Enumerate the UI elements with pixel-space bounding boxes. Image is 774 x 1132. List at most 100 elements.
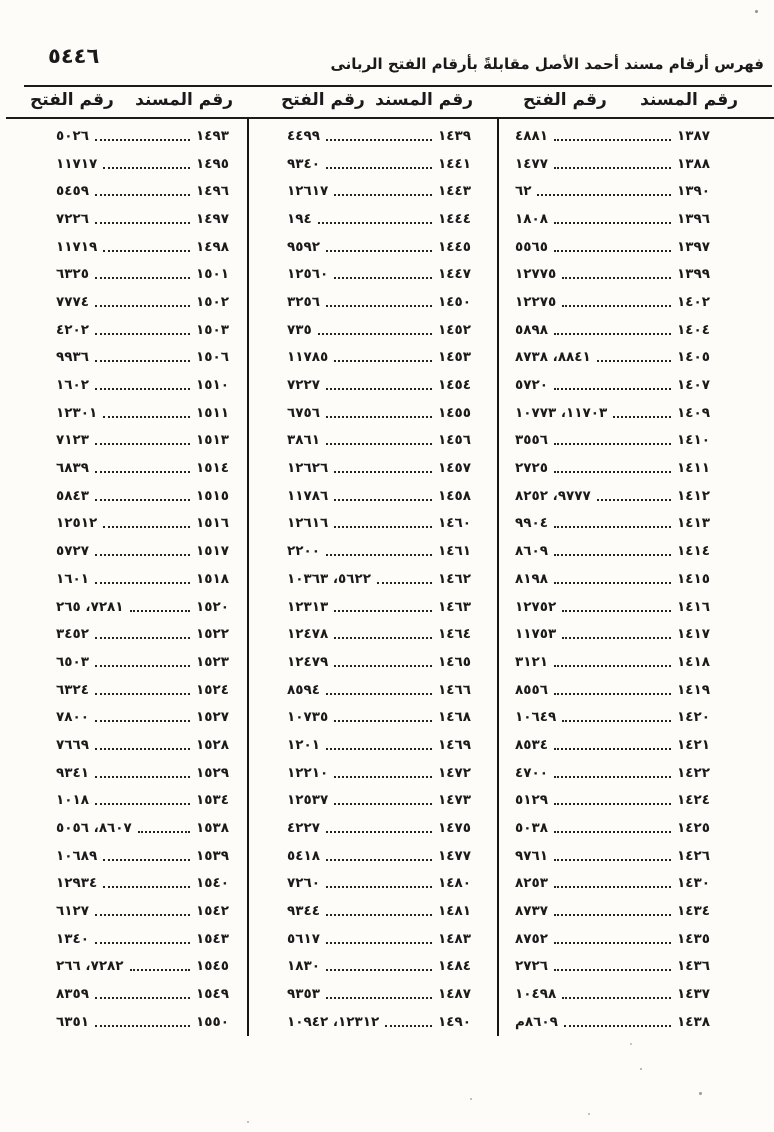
table-row: ١٤١٧ ١١٧٥٣ (515, 620, 710, 648)
fath-number: ٨٣٥٩ (56, 986, 89, 1003)
dot-leader (317, 221, 433, 224)
fath-number: ٧٧٧٤ (56, 293, 89, 310)
fath-number: ٥٦٢٢، ١٠٣٦٣ (287, 570, 372, 587)
dot-leader (137, 831, 191, 834)
dot-leader (129, 609, 191, 612)
musnad-number: ١٤١٩ (677, 681, 710, 698)
table-row: ١٤٢٠ ١٠٦٤٩ (515, 703, 710, 731)
fath-number: ١٢٢٧٥ (515, 293, 557, 310)
musnad-number: ١٤٦٢ (438, 570, 471, 587)
column-group-right: ١٣٨٧ ٤٨٨١ ١٣٨٨ ١٤٧٧ ١٣٩٠ ٦٢ ١٣٩٦ ١٨٠٨ ١٣٩٧ ٥٥٦٥ ١٣… (497, 119, 774, 1036)
table-row: ١٤٦٦ ٨٥٩٤ (287, 676, 471, 704)
table-row: ١٤٨٠ ٧٢٦٠ (287, 870, 471, 898)
dot-leader (325, 554, 433, 557)
dot-leader (94, 664, 191, 667)
dot-leader (94, 692, 191, 695)
musnad-number: ١٥٢٢ (196, 626, 229, 643)
musnad-number: ١٣٩٩ (677, 266, 710, 283)
fath-number: ٣٥٥٦ (515, 432, 548, 449)
musnad-number: ١٤٢٢ (677, 764, 710, 781)
musnad-number: ١٥١٤ (196, 460, 229, 477)
musnad-number: ١٣٩٧ (677, 238, 710, 255)
dot-leader (325, 914, 433, 917)
musnad-number: ١٥٣٨ (196, 820, 229, 837)
table-row: ١٥١٣ ٧١٢٣ (56, 427, 229, 455)
dot-leader (562, 997, 672, 1000)
fath-number: ٤٤٩٩ (287, 127, 320, 144)
dot-leader (562, 277, 672, 280)
dot-leader (94, 1024, 191, 1027)
table-row: ١٥١٠ ١٦٠٢ (56, 371, 229, 399)
table-row: ١٤٠٧ ٥٧٢٠ (515, 371, 710, 399)
fath-number: ٩٥٩٢ (287, 238, 320, 255)
table-row: ١٤١٥ ٨١٩٨ (515, 565, 710, 593)
table-row: ١٤٦١ ٢٢٠٠ (287, 537, 471, 565)
dot-leader (325, 969, 433, 972)
dot-leader (94, 498, 191, 501)
table-row: ١٤٩٣ ٥٠٢٦ (56, 122, 229, 150)
dot-leader (334, 775, 433, 778)
fath-number: ٧٣٥ (287, 321, 312, 338)
dot-leader (334, 277, 433, 280)
table-row: ١٤٠٢ ١٢٢٧٥ (515, 288, 710, 316)
dot-leader (553, 803, 672, 806)
page-number: ٥٤٤٦ (48, 44, 100, 68)
table-row: ١٤٣٧ ١٠٤٩٨ (515, 980, 710, 1008)
fath-number: ٨٨٤١، ٨٧٣٨ (515, 349, 591, 366)
fath-number: ١١٧٨٥ (287, 349, 329, 366)
table-row: ١٤٠٤ ٥٨٩٨ (515, 316, 710, 344)
table-row: ١٥١٨ ١٦٠١ (56, 565, 229, 593)
musnad-number: ١٤٦٠ (438, 515, 471, 532)
dot-leader (325, 415, 433, 418)
musnad-number: ١٥٤٠ (196, 875, 229, 892)
musnad-number: ١٤٣٧ (677, 986, 710, 1003)
dot-leader (334, 498, 433, 501)
musnad-number: ١٤٦٣ (438, 598, 471, 615)
table-row: ١٥١١ ١٢٣٠١ (56, 399, 229, 427)
fath-number: ٦١٢٧ (56, 903, 89, 920)
musnad-number: ١٤٩٥ (196, 155, 229, 172)
dot-leader (94, 997, 191, 1000)
fath-number: ١٣٤٠ (56, 930, 89, 947)
musnad-number: ١٤٩٠ (438, 1013, 471, 1030)
dot-leader (562, 720, 672, 723)
page-title: فهرس أرقام مسند أحمد الأصل مقابلةً بأرقا… (330, 55, 764, 73)
musnad-number: ١٤٦٤ (438, 626, 471, 643)
dot-leader (103, 858, 191, 861)
musnad-number: ١٥٢٠ (196, 598, 229, 615)
fath-number: ٢٧٢٦ (515, 958, 548, 975)
table-row: ١٣٩٩ ١٢٧٧٥ (515, 260, 710, 288)
musnad-number: ١٥٠١ (196, 266, 229, 283)
table-row: ١٤٩٥ ١١٧١٧ (56, 150, 229, 178)
table-row: ١٥٠٣ ٤٢٠٢ (56, 316, 229, 344)
dot-leader (562, 304, 672, 307)
fath-number: ١٢٣٠١ (56, 404, 98, 421)
fath-number: ٣٢٥٦ (287, 293, 320, 310)
fath-number: ٦٢ (515, 183, 532, 200)
dot-leader (553, 526, 672, 529)
fath-number: ٥٠٣٨ (515, 820, 548, 837)
dot-leader (129, 969, 191, 972)
dot-leader (94, 221, 191, 224)
table-row: ١٤٤٧ ١٢٥٦٠ (287, 260, 471, 288)
musnad-number: ١٤٨٤ (438, 958, 471, 975)
dot-leader (325, 692, 433, 695)
header-musnad-label: رقم المسند (135, 90, 233, 110)
table-row: ١٤٥٤ ٧٢٢٧ (287, 371, 471, 399)
fath-number: ١١٧١٧ (56, 155, 98, 172)
fath-number: ١٨٣٠ (287, 958, 320, 975)
fath-number: ١٢٣١٢، ١٠٩٤٢ (287, 1013, 380, 1030)
table-row: ١٥٢٠ ٧٢٨١، ٢٦٥ (56, 593, 229, 621)
dot-leader (553, 332, 672, 335)
fath-number: ٧٨٠٠ (56, 709, 89, 726)
fath-number: ٩٩٣٦ (56, 349, 89, 366)
fath-number: ١٦٠١ (56, 570, 89, 587)
fath-number: ٨٦٠٧، ٥٠٥٦ (56, 820, 132, 837)
musnad-number: ١٤١٥ (677, 570, 710, 587)
dot-leader (94, 194, 191, 197)
musnad-number: ١٣٨٧ (677, 127, 710, 144)
musnad-number: ١٤٥٤ (438, 377, 471, 394)
musnad-number: ١٤٧٥ (438, 820, 471, 837)
fath-number: ١٢٠١ (287, 736, 320, 753)
